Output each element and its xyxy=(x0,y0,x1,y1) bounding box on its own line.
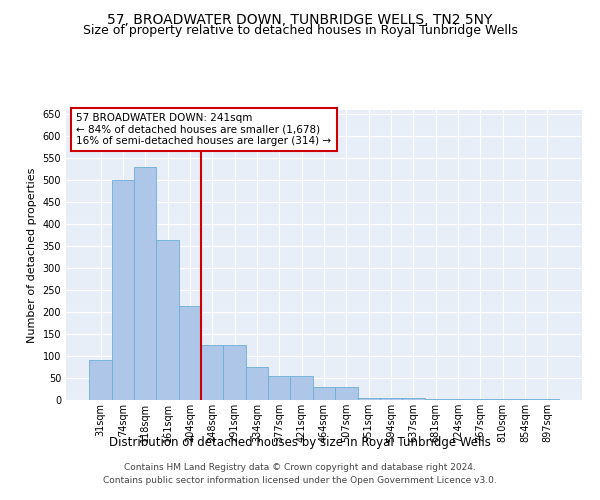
Bar xyxy=(469,399,491,400)
Text: Size of property relative to detached houses in Royal Tunbridge Wells: Size of property relative to detached ho… xyxy=(83,24,517,37)
Bar xyxy=(89,360,112,400)
Bar xyxy=(335,387,358,400)
Bar xyxy=(536,399,559,400)
Bar xyxy=(268,376,290,400)
Bar xyxy=(447,399,469,400)
Bar xyxy=(313,387,335,400)
Bar xyxy=(157,240,179,400)
Text: Distribution of detached houses by size in Royal Tunbridge Wells: Distribution of detached houses by size … xyxy=(109,436,491,449)
Y-axis label: Number of detached properties: Number of detached properties xyxy=(27,168,37,342)
Bar xyxy=(358,398,380,400)
Bar xyxy=(514,399,536,400)
Text: Contains HM Land Registry data © Crown copyright and database right 2024.: Contains HM Land Registry data © Crown c… xyxy=(124,464,476,472)
Bar xyxy=(425,399,447,400)
Bar xyxy=(290,376,313,400)
Bar xyxy=(134,167,157,400)
Bar xyxy=(112,180,134,400)
Bar xyxy=(491,399,514,400)
Text: 57, BROADWATER DOWN, TUNBRIDGE WELLS, TN2 5NY: 57, BROADWATER DOWN, TUNBRIDGE WELLS, TN… xyxy=(107,12,493,26)
Text: Contains public sector information licensed under the Open Government Licence v3: Contains public sector information licen… xyxy=(103,476,497,485)
Bar xyxy=(246,367,268,400)
Bar xyxy=(402,398,425,400)
Bar xyxy=(223,345,246,400)
Bar xyxy=(179,306,201,400)
Bar xyxy=(201,345,223,400)
Text: 57 BROADWATER DOWN: 241sqm
← 84% of detached houses are smaller (1,678)
16% of s: 57 BROADWATER DOWN: 241sqm ← 84% of deta… xyxy=(76,113,331,146)
Bar xyxy=(380,398,402,400)
